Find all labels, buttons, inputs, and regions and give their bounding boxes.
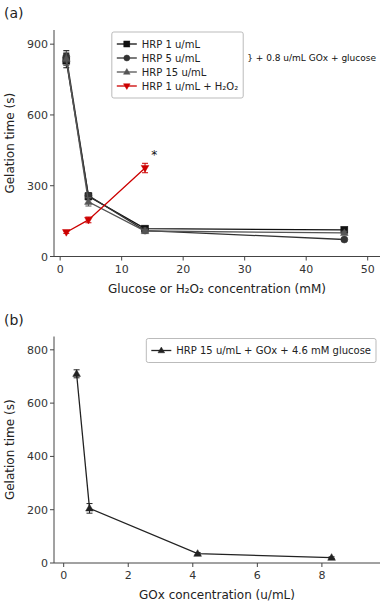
error-bar — [142, 163, 148, 172]
x-tick — [306, 257, 307, 261]
y-axis-label: Gelation time (s) — [3, 399, 17, 500]
data-point — [141, 227, 149, 234]
y-tick — [50, 563, 54, 564]
x-tick — [321, 563, 322, 567]
y-tick — [50, 185, 54, 186]
x-tick — [60, 257, 61, 261]
legend-label: HRP 5 u/mL — [142, 53, 201, 64]
data-point — [85, 198, 93, 205]
y-tick-label: 200 — [27, 504, 48, 517]
data-point — [85, 217, 93, 224]
data-point — [62, 55, 70, 62]
x-tick-label: 0 — [60, 569, 67, 582]
panel: (a) 0 10 20 30 40 50 0 300 600 900 Glucose or H₂O₂ … — [3, 5, 380, 296]
panel-label: (b) — [4, 312, 24, 328]
legend-marker — [124, 41, 130, 47]
panel: (b) 0 2 4 6 8 0 200 400 600 800 GOx concentration (… — [3, 312, 380, 603]
y-tick-label: 600 — [27, 397, 48, 410]
error-bar — [85, 198, 91, 206]
y-tick-label: 400 — [27, 450, 48, 463]
y-tick-label: 0 — [41, 251, 48, 264]
data-point — [73, 370, 81, 377]
legend-box — [112, 32, 243, 98]
y-tick-label: 900 — [27, 38, 48, 51]
x-axis-label: Glucose or H₂O₂ concentration (mM) — [108, 282, 326, 296]
x-tick-label: 2 — [125, 569, 132, 582]
y-tick — [50, 456, 54, 457]
data-point — [62, 230, 70, 237]
y-axis — [54, 337, 55, 564]
error-bar — [74, 370, 80, 378]
error-bar — [87, 504, 93, 514]
plot-area — [73, 370, 336, 561]
legend-marker — [158, 347, 165, 353]
x-axis — [54, 563, 380, 564]
x-axis-label: GOx concentration (u/mL) — [139, 588, 295, 602]
series-line — [66, 56, 344, 239]
y-axis — [54, 30, 55, 257]
legend-box — [146, 339, 376, 363]
y-tick — [50, 44, 54, 45]
data-point — [340, 229, 348, 236]
y-tick-label: 600 — [27, 109, 48, 122]
y-tick — [50, 349, 54, 350]
data-point — [86, 504, 94, 511]
x-tick — [121, 257, 122, 261]
legend-label: HRP 1 u/mL + H₂O₂ — [142, 81, 238, 92]
x-axis — [54, 256, 380, 257]
x-tick-label: 20 — [176, 263, 190, 276]
y-tick-label: 0 — [41, 557, 48, 570]
data-point — [141, 165, 149, 172]
x-tick — [63, 563, 64, 567]
legend: HRP 1 u/mL HRP 5 u/mL HRP 15 u/mL HRP 1 u/m… — [112, 32, 243, 98]
data-point — [194, 550, 202, 557]
y-tick-label: 300 — [27, 180, 48, 193]
series-line — [66, 61, 344, 230]
x-tick — [244, 257, 245, 261]
x-tick-label: 40 — [299, 263, 313, 276]
x-tick-label: 4 — [189, 569, 196, 582]
legend: HRP 15 u/mL + GOx + 4.6 mM glucose — [146, 339, 376, 363]
background — [0, 0, 392, 613]
legend-marker — [124, 69, 131, 75]
x-tick — [192, 563, 193, 567]
x-tick-label: 6 — [254, 569, 261, 582]
x-tick — [257, 563, 258, 567]
legend-label: HRP 15 u/mL + GOx + 4.6 mM glucose — [176, 345, 371, 356]
x-tick — [367, 257, 368, 261]
annotation: * — [151, 148, 157, 162]
error-bar — [63, 52, 69, 65]
x-tick-label: 30 — [238, 263, 252, 276]
x-tick-label: 10 — [115, 263, 129, 276]
annotation: } + 0.8 u/mL GOx + glucose — [247, 53, 376, 63]
series-line — [77, 374, 332, 558]
data-point — [341, 236, 348, 243]
series-line — [66, 168, 145, 232]
x-tick-label: 8 — [318, 569, 325, 582]
x-tick-label: 50 — [361, 263, 375, 276]
legend-marker — [124, 84, 131, 90]
legend-label: HRP 1 u/mL — [142, 39, 201, 50]
y-tick — [50, 403, 54, 404]
series-line — [66, 59, 344, 233]
legend-label: HRP 15 u/mL — [142, 67, 207, 78]
figure: (a)010203040500300600900Glucose or H₂O₂ … — [0, 0, 392, 613]
x-tick — [183, 257, 184, 261]
y-tick — [50, 509, 54, 510]
y-tick — [50, 114, 54, 115]
y-tick-label: 800 — [27, 344, 48, 357]
legend-marker — [124, 55, 130, 61]
panel-label: (a) — [4, 5, 24, 21]
y-tick — [50, 256, 54, 257]
y-axis-label: Gelation time (s) — [3, 93, 17, 194]
x-tick-label: 0 — [57, 263, 64, 276]
x-tick — [128, 563, 129, 567]
data-point — [328, 554, 336, 561]
